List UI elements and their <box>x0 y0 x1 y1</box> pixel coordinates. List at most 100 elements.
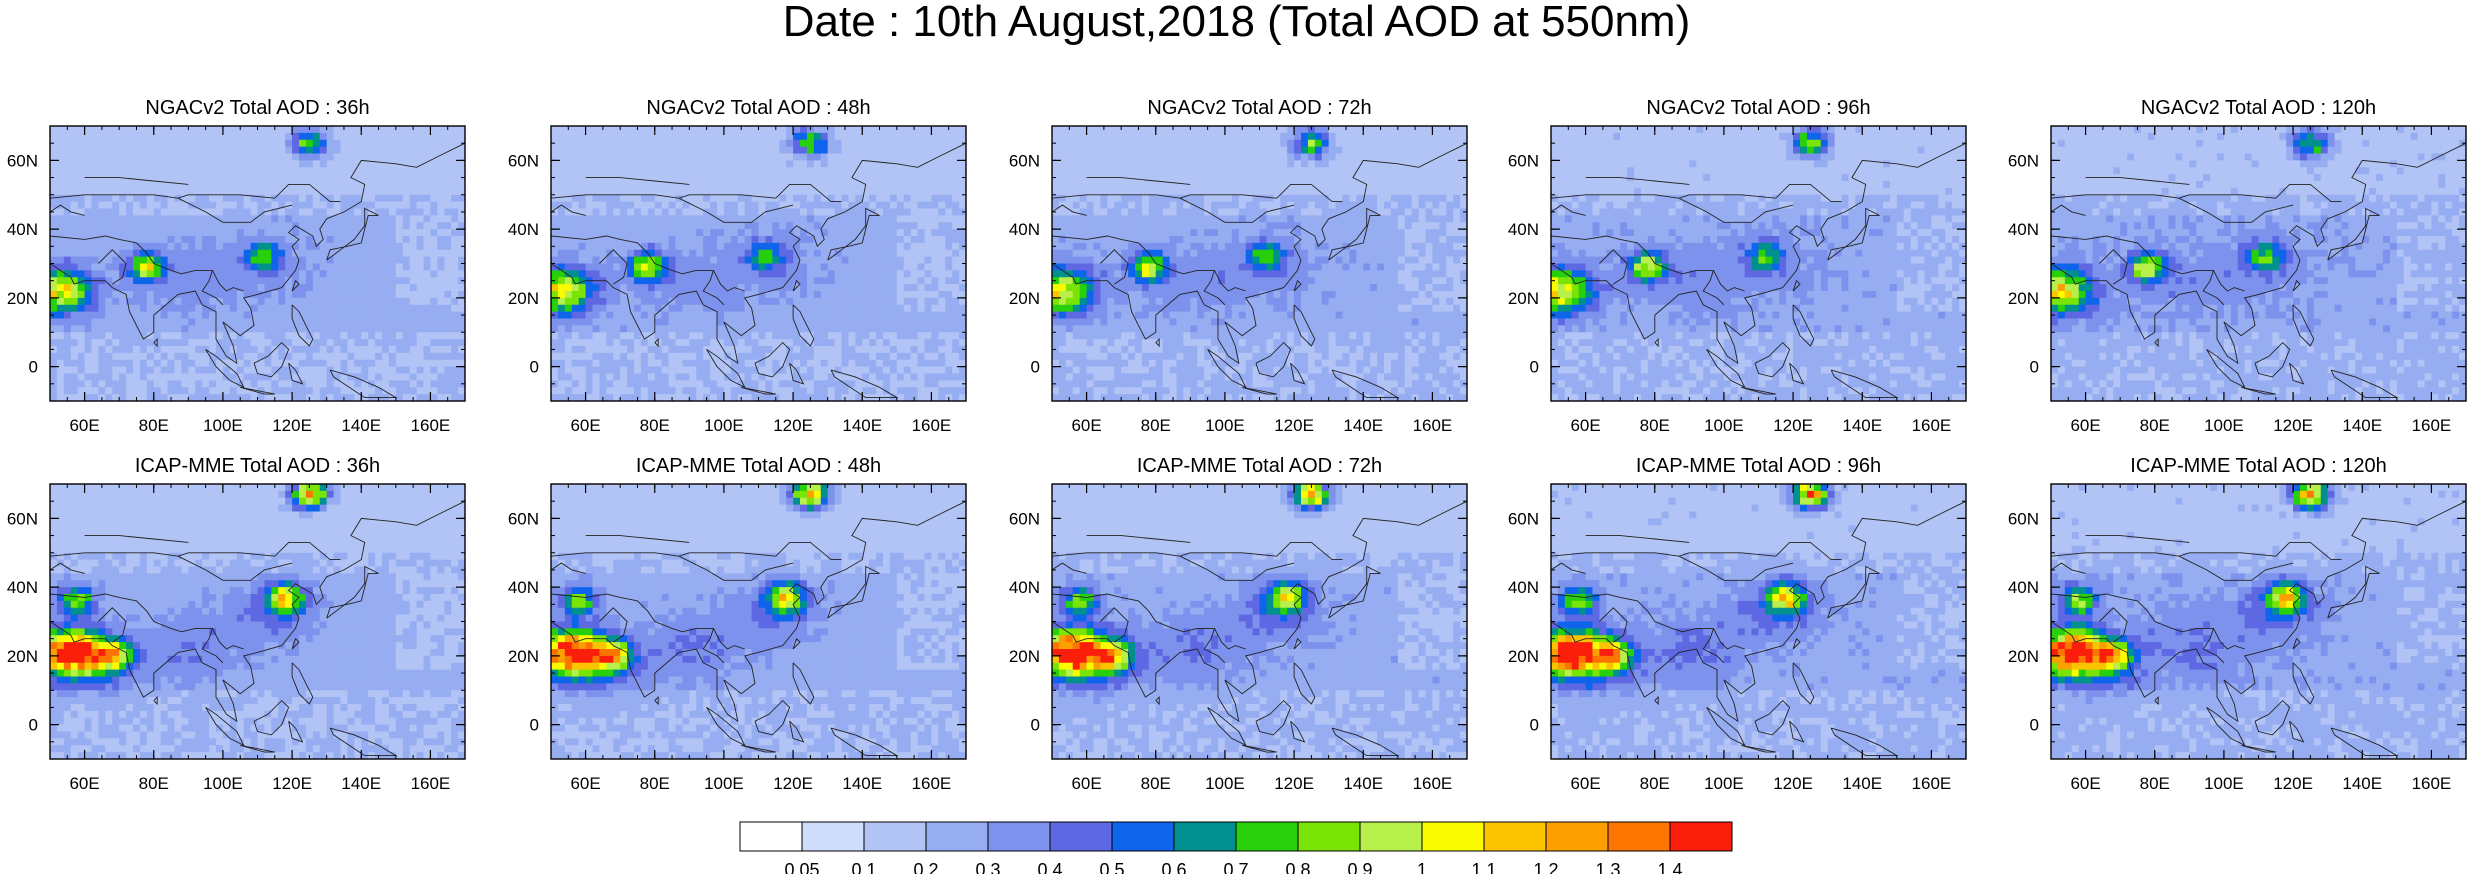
colorbar-swatch <box>925 821 989 852</box>
lat-tick-label: 20N <box>1009 289 1040 308</box>
colorbar-swatch <box>801 821 865 852</box>
panel-title: ICAP-MME Total AOD : 96h <box>1636 455 1881 477</box>
panel-title: NGACv2 Total AOD : 72h <box>1147 97 1371 119</box>
coastline-overlay <box>1052 142 1467 399</box>
coastline-overlay <box>2051 500 2466 757</box>
colorbar-label: 1 <box>1417 860 1427 874</box>
lat-tick-label: 0 <box>29 716 38 735</box>
lon-tick-label: 80E <box>1640 774 1670 793</box>
lon-tick-label: 140E <box>1842 774 1882 793</box>
lon-tick-label: 80E <box>139 416 169 435</box>
lon-tick-label: 80E <box>1141 774 1171 793</box>
colorbar: 0.05 0.1 0.2 0.3 0.4 0.5 0.6 0.7 0.8 0.9 1 1.1 1.2 1.… <box>739 821 1733 874</box>
lat-tick-label: 20N <box>2008 289 2039 308</box>
coastline-overlay <box>1052 500 1467 757</box>
lat-tick-label: 20N <box>1009 647 1040 666</box>
colorbar-label: 0.1 <box>851 860 876 874</box>
lon-tick-label: 160E <box>1413 774 1453 793</box>
lon-tick-label: 140E <box>842 774 882 793</box>
lat-tick-label: 60N <box>1009 509 1040 528</box>
lon-tick-label: 140E <box>1842 416 1882 435</box>
colorbar-label: 0.7 <box>1223 860 1248 874</box>
colorbar-swatch <box>1421 821 1485 852</box>
lat-tick-label: 0 <box>29 358 38 377</box>
lat-tick-label: 40N <box>7 220 38 239</box>
colorbar-swatch <box>1235 821 1299 852</box>
lon-tick-label: 60E <box>570 774 600 793</box>
colorbar-label: 0.5 <box>1099 860 1124 874</box>
panel-title: NGACv2 Total AOD : 96h <box>1646 97 1870 119</box>
lon-tick-label: 80E <box>2140 416 2170 435</box>
colorbar-swatch <box>1297 821 1361 852</box>
lat-tick-label: 40N <box>508 578 539 597</box>
lon-tick-label: 160E <box>1413 416 1453 435</box>
lon-tick-label: 140E <box>842 416 882 435</box>
lon-tick-label: 100E <box>1205 416 1245 435</box>
panel-ngac-96h: NGACv2 Total AOD : 96h 60E 80E 100E 120E 140E… <box>1508 97 1967 435</box>
lon-tick-label: 60E <box>1570 774 1600 793</box>
panel-ngac-72h: NGACv2 Total AOD : 72h 60E 80E 100E 120E 140E… <box>1009 97 1468 435</box>
panel-icap-36h: ICAP-MME Total AOD : 36h 60E 80E 100E 120E 14… <box>7 455 466 793</box>
colorbar-label: 1.3 <box>1595 860 1620 874</box>
colorbar-swatch <box>1359 821 1423 852</box>
lat-tick-label: 60N <box>1009 151 1040 170</box>
colorbar-swatch <box>1173 821 1237 852</box>
coastline-overlay <box>1551 142 1966 399</box>
colorbar-label: 0.4 <box>1037 860 1062 874</box>
lon-tick-label: 120E <box>773 416 813 435</box>
lat-tick-label: 40N <box>2008 220 2039 239</box>
lat-tick-label: 0 <box>2030 358 2039 377</box>
colorbar-swatch <box>1607 821 1671 852</box>
colorbar-label: 0.6 <box>1161 860 1186 874</box>
colorbar-label: 1.4 <box>1657 860 1682 874</box>
panel-ngac-36h: NGACv2 Total AOD : 36h 60E 80E 100E 120E 140E… <box>7 97 466 435</box>
lat-tick-label: 20N <box>7 289 38 308</box>
lon-tick-label: 80E <box>139 774 169 793</box>
lon-tick-label: 60E <box>2070 774 2100 793</box>
lon-tick-label: 80E <box>1640 416 1670 435</box>
lat-tick-label: 60N <box>7 151 38 170</box>
lat-tick-label: 60N <box>2008 509 2039 528</box>
lon-tick-label: 160E <box>912 774 952 793</box>
lat-tick-label: 20N <box>508 289 539 308</box>
lat-tick-label: 40N <box>1009 220 1040 239</box>
lon-tick-label: 120E <box>2273 416 2313 435</box>
panel-title: NGACv2 Total AOD : 120h <box>2141 97 2376 119</box>
lat-tick-label: 20N <box>7 647 38 666</box>
colorbar-swatch <box>1669 821 1733 852</box>
lon-tick-label: 140E <box>341 416 381 435</box>
lon-tick-label: 60E <box>1071 416 1101 435</box>
lat-tick-label: 0 <box>1530 358 1539 377</box>
lon-tick-label: 140E <box>2342 416 2382 435</box>
lon-tick-label: 100E <box>203 416 243 435</box>
lon-tick-label: 60E <box>1071 774 1101 793</box>
lat-tick-label: 40N <box>1508 220 1539 239</box>
lon-tick-label: 160E <box>2412 774 2452 793</box>
lon-tick-label: 140E <box>341 774 381 793</box>
colorbar-swatch <box>987 821 1051 852</box>
colorbar-swatch <box>863 821 927 852</box>
lat-tick-label: 20N <box>508 647 539 666</box>
panel-title: ICAP-MME Total AOD : 120h <box>2130 455 2386 477</box>
lon-tick-label: 60E <box>570 416 600 435</box>
aod-field <box>50 126 465 401</box>
lon-tick-label: 120E <box>1773 416 1813 435</box>
lat-tick-label: 20N <box>2008 647 2039 666</box>
lon-tick-label: 160E <box>411 416 451 435</box>
lon-tick-label: 120E <box>1274 416 1314 435</box>
aod-field <box>1551 484 1966 759</box>
aod-field <box>1052 484 1467 759</box>
lon-tick-label: 120E <box>1274 774 1314 793</box>
lat-tick-label: 60N <box>1508 509 1539 528</box>
lon-tick-label: 100E <box>704 774 744 793</box>
lon-tick-label: 60E <box>69 774 99 793</box>
panel-icap-96h: ICAP-MME Total AOD : 96h 60E 80E 100E 120E 14… <box>1508 455 1967 793</box>
lon-tick-label: 80E <box>640 774 670 793</box>
panel-ngac-48h: NGACv2 Total AOD : 48h 60E 80E 100E 120E 140E… <box>508 97 967 435</box>
colorbar-swatch <box>739 821 803 852</box>
coastline-overlay <box>1551 500 1966 757</box>
colorbar-label: 0.2 <box>913 860 938 874</box>
panel-icap-72h: ICAP-MME Total AOD : 72h 60E 80E 100E 120E 14… <box>1009 455 1468 793</box>
aod-field <box>1551 126 1966 401</box>
colorbar-label: 0.8 <box>1285 860 1310 874</box>
